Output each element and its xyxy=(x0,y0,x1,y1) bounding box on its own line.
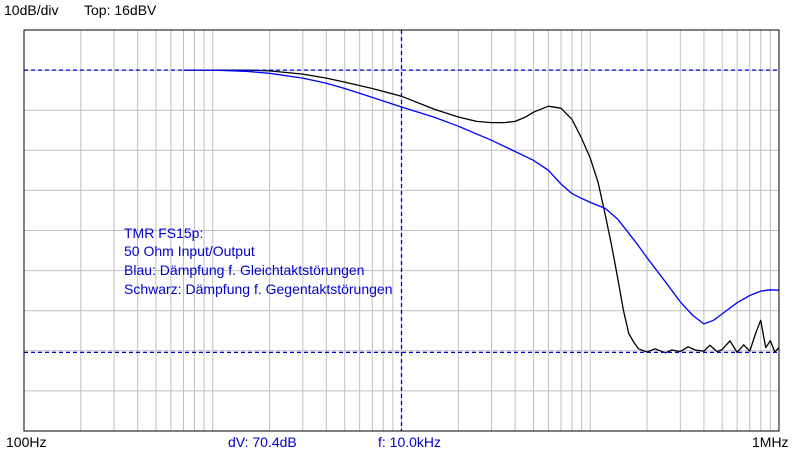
scale-label: 10dB/div xyxy=(4,2,59,18)
annotation-line: Blau: Dämpfung f. Gleichtaktstörungen xyxy=(124,262,364,278)
annotation-line: Schwarz: Dämpfung f. Gegentaktstörungen xyxy=(124,281,392,297)
cursor-layer xyxy=(24,30,779,431)
series-line-blue xyxy=(183,69,780,325)
dv-readout: dV: 70.4dB xyxy=(228,434,297,450)
plot-frame xyxy=(23,29,780,432)
x-min-label: 100Hz xyxy=(6,434,47,450)
annotation-line: 50 Ohm Input/Output xyxy=(124,243,255,259)
top-reference-label: Top: 16dBV xyxy=(84,2,157,18)
x-max-label: 1MHz xyxy=(752,434,789,450)
annotation-line: TMR FS15p: xyxy=(124,225,203,241)
series-line-black xyxy=(183,69,780,354)
series-layer xyxy=(183,69,780,354)
f-readout: f: 10.0kHz xyxy=(378,434,442,450)
annotation-block: TMR FS15p: 50 Ohm Input/Output Blau: Däm… xyxy=(124,225,392,297)
